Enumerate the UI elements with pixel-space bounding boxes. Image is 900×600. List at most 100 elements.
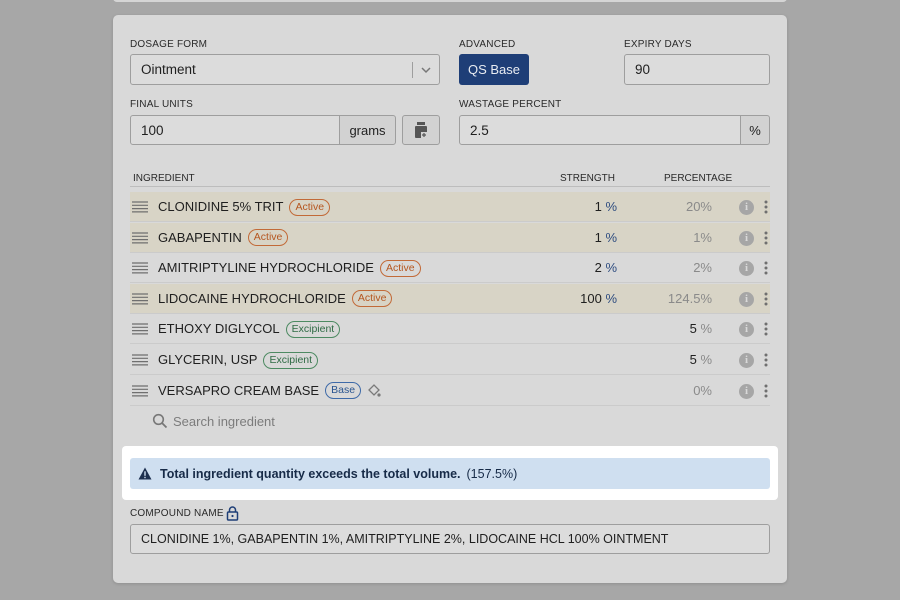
drag-handle: [132, 293, 148, 305]
info-icon[interactable]: i: [739, 353, 754, 368]
field-label: EXPIRY DAYS: [624, 39, 692, 50]
input-value: 2.5: [470, 122, 489, 138]
ingredient-row: VERSAPRO CREAM BASE Base 0% i: [130, 376, 770, 406]
unit-addon: grams: [339, 115, 396, 145]
percentage-cell: 20%: [686, 192, 712, 222]
percentage-value: 20%: [685, 199, 712, 214]
ingredient-cell: ETHOXY DIGLYCOL Excipient: [158, 314, 341, 344]
column-header: PERCENTAGE: [664, 173, 733, 184]
warning-alert: Total ingredient quantity exceeds the to…: [130, 458, 770, 489]
ingredient-tag: Active: [247, 229, 289, 247]
row-menu: [764, 384, 768, 398]
percentage-unit: %: [700, 352, 712, 367]
ingredient-row: GABAPENTIN Active 1 % 1% i: [130, 222, 770, 253]
row-menu: [764, 200, 768, 214]
percentage-unit: %: [700, 321, 712, 337]
percentage-value: 2%: [693, 260, 712, 276]
ingredient-tag: Active: [289, 198, 331, 216]
info-icon[interactable]: i: [739, 200, 754, 215]
dosage-form-select[interactable]: Ointment: [130, 54, 440, 85]
percentage-cell: 124.5%: [668, 284, 712, 314]
strength-cell[interactable]: 1 %: [595, 192, 617, 222]
compound-name-input[interactable]: CLONIDINE 1%, GABAPENTIN 1%, AMITRIPTYLI…: [130, 524, 770, 554]
percentage-value: 124.5%: [667, 290, 712, 306]
percentage-cell: 1%: [693, 223, 712, 253]
input-value: 90: [635, 62, 651, 77]
row-menu: [764, 322, 768, 336]
lock-icon[interactable]: [226, 506, 239, 521]
alert-message: Total ingredient quantity exceeds the to…: [160, 466, 461, 481]
strength-value: 100: [580, 290, 602, 306]
strength-cell[interactable]: 1 %: [595, 223, 617, 253]
header-rule: [130, 186, 770, 187]
ingredient-tag: Excipient: [263, 351, 319, 369]
warning-icon: [138, 467, 152, 480]
info-icon[interactable]: i: [739, 230, 754, 246]
strength-cell[interactable]: 2 %: [595, 253, 617, 283]
alert-detail: (157.5%): [466, 466, 518, 481]
expiry-days-input[interactable]: 90: [624, 54, 770, 85]
unit-addon: %: [740, 115, 770, 145]
previous-card: [113, 0, 787, 2]
strength-value: 1: [594, 229, 602, 245]
ingredient-tag: Active: [351, 290, 393, 308]
strength-unit: %: [605, 260, 617, 276]
info-icon[interactable]: i: [739, 383, 754, 399]
qs-base-button[interactable]: QS Base: [459, 54, 529, 85]
wastage-input[interactable]: 2.5: [459, 115, 741, 145]
input-value: CLONIDINE 1%, GABAPENTIN 1%, AMITRIPTYLI…: [141, 532, 669, 546]
input-value: 100: [141, 122, 164, 138]
ingredient-name: GABAPENTIN: [158, 229, 242, 245]
field-label: ADVANCED: [459, 39, 516, 50]
search-input[interactable]: Search ingredient: [173, 414, 275, 429]
row-menu: [764, 353, 768, 367]
info-icon[interactable]: i: [739, 322, 754, 338]
ingredient-name: AMITRIPTYLINE HYDROCHLORIDE: [158, 260, 374, 276]
field-label: COMPOUND NAME: [130, 508, 224, 519]
drag-handle: [132, 262, 148, 274]
ingredient-name: ETHOXY DIGLYCOL: [158, 321, 280, 337]
percentage-cell[interactable]: 5 %: [690, 314, 712, 344]
field-label: FINAL UNITS: [130, 99, 193, 110]
strength-unit: %: [605, 199, 617, 214]
percentage-value: 5: [689, 352, 697, 367]
row-menu: [764, 231, 768, 245]
percentage-cell: 0%: [693, 376, 712, 406]
ingredient-tag: Excipient: [285, 320, 341, 338]
select-value: Ointment: [141, 62, 196, 77]
percentage-cell: 2%: [693, 253, 712, 283]
strength-unit: %: [605, 229, 617, 245]
ingredient-name: LIDOCAINE HYDROCHLORIDE: [158, 290, 346, 306]
ingredient-row: AMITRIPTYLINE HYDROCHLORIDE Active 2 % 2% i: [130, 253, 770, 284]
divider: [412, 62, 413, 78]
percentage-value: 0%: [693, 382, 712, 398]
info-icon[interactable]: i: [739, 261, 754, 277]
final-units-input[interactable]: 100: [130, 115, 340, 145]
row-menu: [764, 261, 768, 275]
ingredient-cell: VERSAPRO CREAM BASE Base: [158, 376, 381, 406]
ingredient-cell: GABAPENTIN Active: [158, 223, 289, 253]
ingredient-cell: GLYCERIN, USP Excipient: [158, 345, 319, 375]
search-icon: [152, 413, 168, 429]
ingredient-row: GLYCERIN, USP Excipient 5 % i: [130, 345, 770, 375]
ingredient-cell: LIDOCAINE HYDROCHLORIDE Active: [158, 284, 393, 314]
ingredient-cell: CLONIDINE 5% TRIT Active: [158, 192, 331, 222]
fill-icon: [368, 383, 381, 397]
row-menu: [764, 292, 768, 306]
percentage-value: 5: [689, 321, 697, 337]
percentage-cell[interactable]: 5 %: [690, 345, 712, 375]
field-label: DOSAGE FORM: [130, 39, 208, 50]
strength-value: 1: [594, 199, 602, 214]
ingredient-row: LIDOCAINE HYDROCHLORIDE Active 100 % 124.5%…: [130, 283, 770, 314]
info-icon[interactable]: i: [739, 291, 754, 307]
percentage-value: 1%: [693, 229, 712, 245]
drag-handle: [132, 323, 148, 335]
calculator-button[interactable]: [402, 115, 440, 145]
ingredient-row: ETHOXY DIGLYCOL Excipient 5 % i: [130, 314, 770, 345]
ingredient-tag: Active: [379, 259, 421, 277]
ingredient-cell: AMITRIPTYLINE HYDROCHLORIDE Active: [158, 253, 421, 283]
strength-cell[interactable]: 100 %: [580, 284, 617, 314]
column-header: STRENGTH: [560, 173, 615, 184]
